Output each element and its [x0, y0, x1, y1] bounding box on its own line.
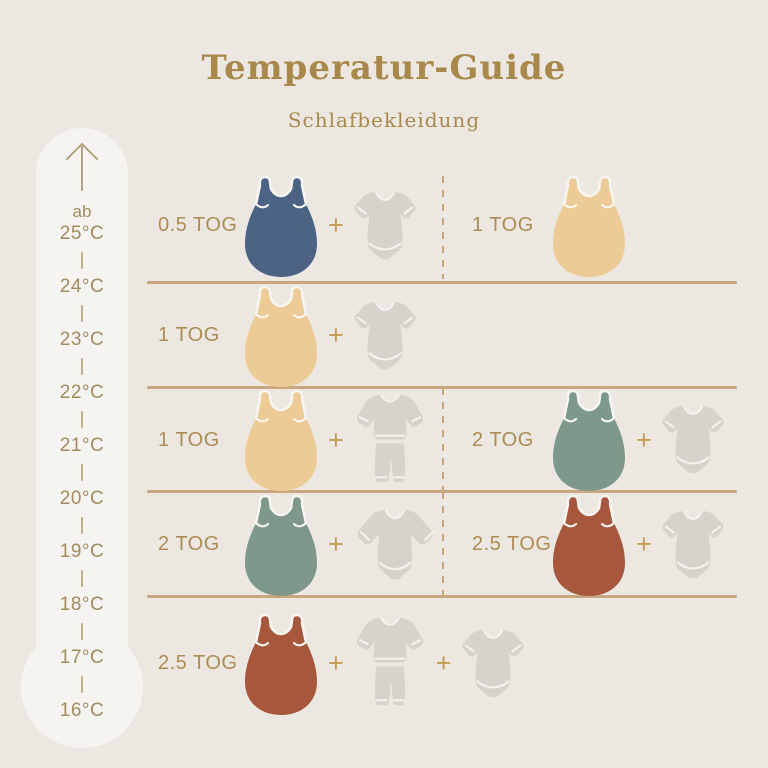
plus-icon: + — [328, 210, 344, 240]
sleeping-bag-icon — [244, 493, 318, 597]
plus-icon: + — [328, 529, 344, 559]
guide-row: 2.5 TOG + + — [140, 597, 768, 730]
column-divider-dashed — [442, 492, 444, 597]
scale-tick — [81, 676, 83, 693]
tog-label: 2 TOG — [472, 428, 534, 451]
sleeping-bag-icon — [552, 388, 626, 492]
plus-icon: + — [328, 320, 344, 350]
temperature-label: 17°C — [59, 647, 105, 668]
column-divider-dashed — [442, 176, 444, 279]
tog-label: 1 TOG — [472, 214, 534, 236]
sleeping-bag-icon — [552, 174, 626, 278]
guide-row: 0.5 TOG +1 TOG — [140, 160, 768, 284]
tog-label: 2.5 TOG — [158, 652, 238, 674]
temperature-label: 23°C — [59, 329, 105, 350]
scale-tick — [81, 570, 83, 587]
scale-tick — [81, 358, 83, 375]
tog-label: 2.5 TOG — [472, 533, 552, 555]
row-left-cell: 0.5 TOG + — [158, 168, 416, 283]
scale-tick — [81, 305, 83, 322]
long-sleeve-bodysuit-icon — [354, 508, 440, 582]
page-title: Temperatur-Guide — [201, 48, 567, 88]
plus-icon: + — [636, 424, 652, 455]
sleeping-bag-icon — [244, 388, 318, 492]
row-left-cell: 2.5 TOG + + — [158, 597, 524, 730]
short-sleeve-bodysuit-icon — [462, 628, 524, 700]
row-right-cell: 2 TOG + — [472, 388, 724, 492]
sleeping-bag-icon — [552, 493, 626, 597]
temperature-label: 25°C — [59, 223, 105, 244]
temperature-label: 24°C — [59, 276, 105, 297]
pajamas-icon — [354, 616, 426, 711]
sleeping-bag-icon — [244, 174, 318, 278]
temperature-label: 22°C — [59, 382, 105, 403]
column-divider-dashed — [442, 388, 444, 492]
thermometer-scale: ab 25°C 24°C 23°C 22°C 21°C 20°C 19°C 18°C 17°C 16… — [36, 140, 128, 723]
page-subtitle: Schlafbekleidung — [287, 108, 481, 132]
short-sleeve-bodysuit-icon — [354, 190, 416, 262]
row-right-cell: 2.5 TOG + — [472, 492, 724, 597]
scale-tick — [81, 623, 83, 640]
guide-row: 1 TOG +2 TOG + — [140, 388, 768, 493]
arrow-up-icon — [64, 140, 100, 192]
temperature-label: 21°C — [59, 435, 105, 456]
tog-label: 0.5 TOG — [158, 214, 238, 236]
scale-prefix-label: ab — [72, 202, 92, 221]
pajamas-icon — [354, 393, 426, 488]
row-divider-line — [147, 386, 737, 389]
tog-label: 1 TOG — [158, 428, 220, 451]
tog-label: 2 TOG — [158, 533, 220, 555]
row-left-cell: 1 TOG + — [158, 283, 416, 388]
short-sleeve-bodysuit-icon — [662, 509, 724, 581]
plus-icon: + — [636, 529, 652, 559]
plus-icon: + — [328, 648, 344, 678]
scale-tick — [81, 517, 83, 534]
short-sleeve-bodysuit-icon — [662, 404, 724, 476]
sleeping-bag-icon — [244, 284, 318, 388]
plus-icon: + — [435, 648, 452, 678]
temperature-label: 16°C — [59, 700, 105, 721]
temperature-label: 19°C — [59, 541, 105, 562]
row-left-cell: 2 TOG + — [158, 492, 440, 597]
short-sleeve-bodysuit-icon — [354, 300, 416, 372]
guide-row: 1 TOG + — [140, 283, 768, 389]
sleeping-bag-icon — [244, 612, 318, 716]
tog-label: 1 TOG — [158, 324, 220, 346]
plus-icon: + — [328, 424, 344, 455]
guide-rows: 0.5 TOG +1 TOG 1 TOG +1 TOG +2 TOG +2 TOG +2.5… — [140, 160, 768, 730]
scale-tick — [81, 252, 83, 269]
guide-row: 2 TOG +2.5 TOG + — [140, 492, 768, 598]
row-left-cell: 1 TOG + — [158, 388, 426, 492]
scale-tick — [81, 411, 83, 428]
temperature-label: 18°C — [59, 594, 105, 615]
row-divider-line — [147, 281, 737, 284]
scale-tick — [81, 464, 83, 481]
temperature-label: 20°C — [59, 488, 105, 509]
row-right-cell: 1 TOG — [472, 168, 626, 283]
